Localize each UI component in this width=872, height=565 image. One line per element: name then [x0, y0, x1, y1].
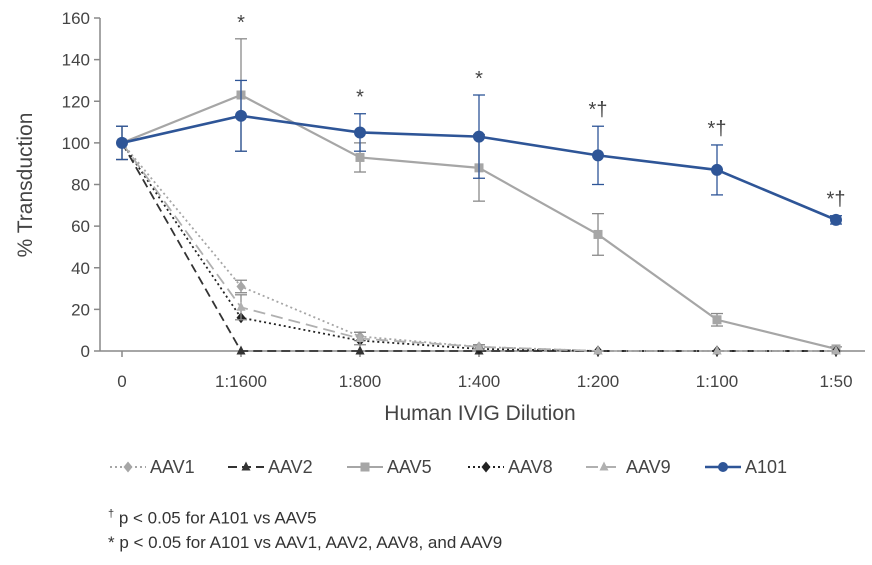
data-point-a101 [235, 109, 247, 122]
legend-marker-aav9 [599, 461, 609, 471]
data-point-a101 [473, 130, 485, 143]
star-footnote-text: * p < 0.05 for A101 vs AAV1, AAV2, AAV8,… [108, 533, 503, 552]
data-point-aav5 [712, 315, 722, 325]
transduction-chart: 0 20 40 60 80 100 120 140 160 0 1:1600 1:800 1:400 1… [14, 9, 865, 477]
data-point-aav9 [474, 341, 484, 351]
x-axis: 0 1:1600 1:800 1:400 1:200 1:100 1:50 [100, 350, 865, 391]
y-tick-label: 100 [62, 134, 90, 153]
legend: AAV1 AAV2 AAV5 AAV8 AAV9 A101 [110, 457, 787, 477]
x-tick-label: 0 [117, 372, 126, 391]
legend-marker-a101 [718, 462, 728, 472]
legend-item-aav8: AAV8 [468, 457, 553, 477]
x-tick-label: 1:1600 [215, 372, 267, 391]
legend-label-aav5: AAV5 [387, 457, 432, 477]
significance-marker: * [356, 87, 364, 109]
significance-marker: *† [827, 189, 846, 211]
x-tick-label: 1:50 [819, 372, 852, 391]
data-point-a101 [354, 126, 366, 139]
data-point-a101 [711, 163, 723, 176]
y-tick-label: 40 [71, 259, 90, 278]
data-point-aav5 [355, 152, 365, 162]
significance-marker: *† [589, 99, 608, 121]
legend-label-aav1: AAV1 [150, 457, 195, 477]
legend-marker-aav5 [360, 462, 370, 472]
data-point-aav1 [236, 280, 246, 292]
y-tick-label: 60 [71, 217, 90, 236]
data-point-a101 [116, 136, 128, 149]
data-point-aav2 [236, 345, 246, 355]
x-tick-label: 1:800 [339, 372, 382, 391]
x-tick-label: 1:100 [696, 372, 739, 391]
y-tick-label: 80 [71, 176, 90, 195]
data-point-aav5 [593, 229, 603, 239]
data-point-a101 [592, 149, 604, 162]
y-axis: 0 20 40 60 80 100 120 140 160 [62, 9, 101, 361]
y-tick-label: 0 [81, 342, 90, 361]
data-point-aav9 [593, 345, 603, 355]
data-point-aav9 [355, 333, 365, 343]
y-tick-label: 120 [62, 92, 90, 111]
legend-label-aav2: AAV2 [268, 457, 313, 477]
legend-item-aav2: AAV2 [228, 457, 313, 477]
legend-marker-aav2 [241, 461, 251, 471]
series-a101 [116, 79, 842, 226]
legend-label-aav8: AAV8 [508, 457, 553, 477]
footnote-dagger: † p < 0.05 for A101 vs AAV5 [108, 508, 317, 529]
y-tick-label: 20 [71, 300, 90, 319]
dagger-symbol: † [108, 508, 115, 520]
legend-item-aav9: AAV9 [586, 457, 671, 477]
legend-label-a101: A101 [745, 457, 787, 477]
data-point-aav9 [831, 345, 841, 355]
series-layer [116, 38, 842, 357]
data-point-aav9 [712, 345, 722, 355]
legend-item-aav5: AAV5 [347, 457, 432, 477]
x-axis-title: Human IVIG Dilution [384, 402, 575, 425]
legend-label-aav9: AAV9 [626, 457, 671, 477]
x-tick-label: 1:400 [458, 372, 501, 391]
legend-item-a101: A101 [705, 457, 787, 477]
data-point-aav9 [236, 301, 246, 311]
legend-item-aav1: AAV1 [110, 457, 195, 477]
significance-marker: * [475, 68, 483, 90]
y-tick-label: 140 [62, 51, 90, 70]
data-point-a101 [830, 213, 842, 226]
x-tick-label: 1:200 [577, 372, 620, 391]
dagger-footnote-text: p < 0.05 for A101 vs AAV5 [114, 508, 317, 528]
series-aav9 [117, 137, 841, 355]
legend-marker-aav1 [123, 461, 133, 473]
legend-marker-aav8 [481, 461, 491, 473]
y-tick-label: 160 [62, 9, 90, 28]
significance-annotations: * * * *† *† *† [237, 12, 845, 211]
significance-marker: * [237, 12, 245, 34]
footnote-star: * p < 0.05 for A101 vs AAV1, AAV2, AAV8,… [108, 533, 502, 553]
significance-marker: *† [708, 118, 727, 140]
series-aav1 [116, 125, 841, 357]
y-axis-title: % Transduction [14, 113, 37, 258]
data-point-aav2 [355, 345, 365, 355]
